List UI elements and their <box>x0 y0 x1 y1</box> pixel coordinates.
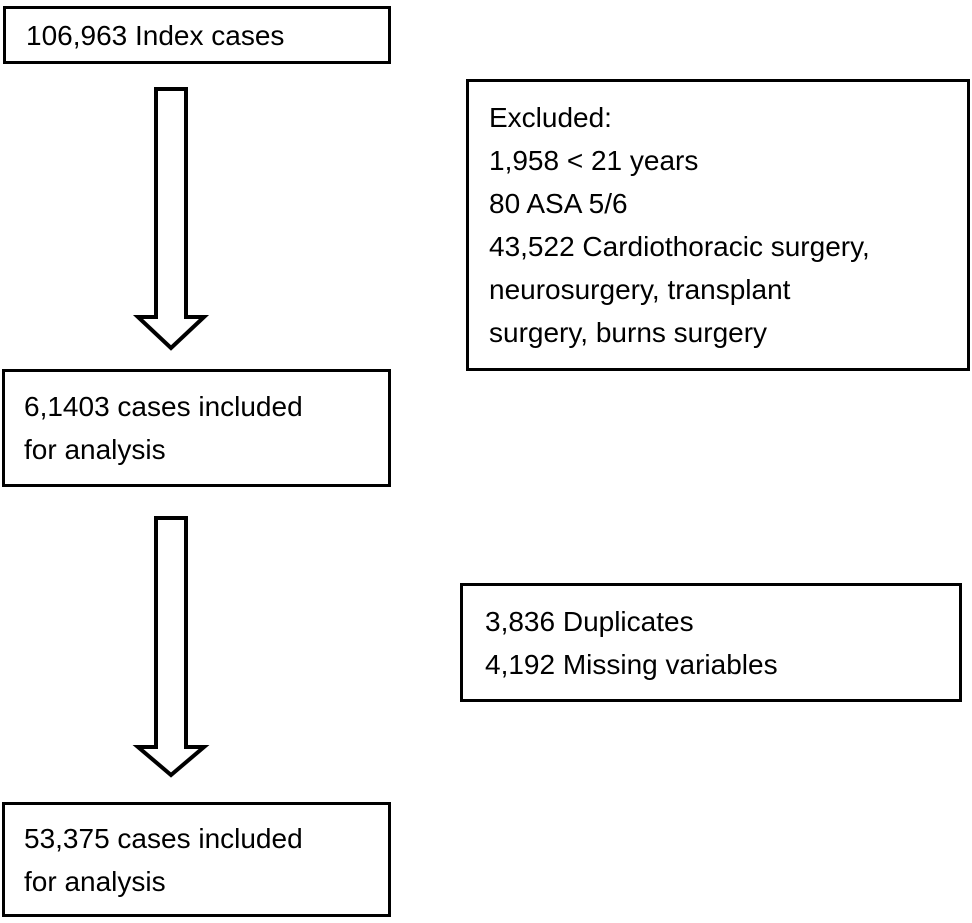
exclusion-first-line: neurosurgery, transplant <box>489 274 791 305</box>
exclusion-first-line: 80 ASA 5/6 <box>489 188 628 219</box>
node-index-cases: 106,963 Index cases <box>3 6 391 64</box>
exclusion-first-line: Excluded: <box>489 102 612 133</box>
node-included-interim-line: for analysis <box>24 434 166 465</box>
exclusion-second-line: 4,192 Missing variables <box>485 648 778 680</box>
exclusion-second-line: 3,836 Duplicates <box>485 605 694 637</box>
node-included-final-line: 53,375 cases included <box>24 822 303 854</box>
node-included-interim: 6,1403 cases included for analysis <box>2 369 391 487</box>
node-exclusion-first: Excluded: 1,958 < 21 years 80 ASA 5/6 43… <box>466 79 970 371</box>
node-included-final: 53,375 cases included for analysis <box>2 802 391 917</box>
down-arrow-icon <box>132 87 210 351</box>
node-included-interim-line: 6,1403 cases included <box>24 391 303 422</box>
down-arrow-icon <box>132 516 210 778</box>
exclusion-first-line: 1,958 < 21 years <box>489 145 699 176</box>
node-exclusion-second: 3,836 Duplicates 4,192 Missing variables <box>460 583 962 702</box>
exclusion-first-line: 43,522 Cardiothoracic surgery, <box>489 231 870 262</box>
exclusion-first-line: surgery, burns surgery <box>489 317 768 348</box>
node-index-cases-text: 106,963 Index cases <box>26 19 285 51</box>
node-included-final-line: for analysis <box>24 865 166 897</box>
